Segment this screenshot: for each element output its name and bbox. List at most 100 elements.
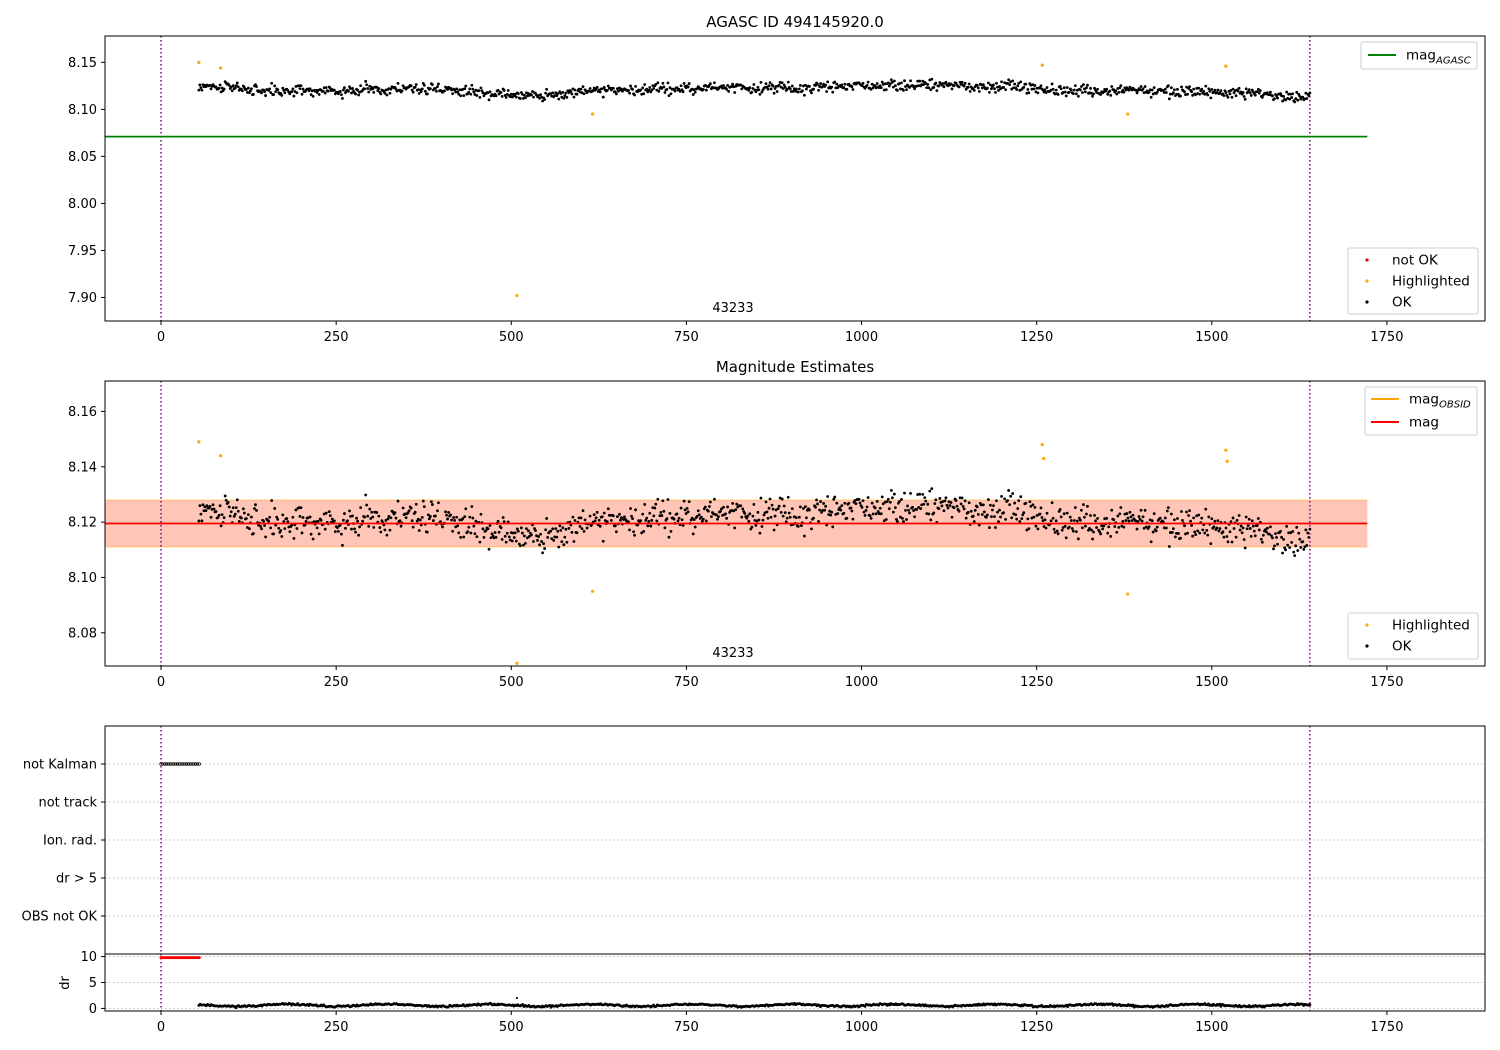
ok-point xyxy=(1072,88,1076,92)
ok-point xyxy=(1026,88,1030,91)
ok-point xyxy=(732,509,736,513)
ok-point xyxy=(273,84,277,88)
ok-point xyxy=(1092,530,1095,534)
ok-point xyxy=(1011,492,1015,495)
x-tick-label: 1250 xyxy=(1020,330,1053,345)
ok-point xyxy=(1226,95,1230,99)
ok-point xyxy=(582,530,586,533)
ok-point xyxy=(396,82,400,85)
ok-point xyxy=(870,82,874,86)
ok-point xyxy=(275,515,279,519)
ok-point xyxy=(843,82,847,86)
ok-point xyxy=(962,84,966,88)
ok-point xyxy=(1206,533,1210,537)
ok-point xyxy=(198,83,202,87)
ok-point xyxy=(655,519,659,523)
ok-point xyxy=(865,83,869,87)
ok-point xyxy=(641,86,645,90)
ok-point xyxy=(1231,516,1235,520)
ok-point xyxy=(1297,92,1301,96)
ok-point xyxy=(1085,512,1088,516)
ok-point xyxy=(355,516,358,520)
ok-point xyxy=(557,97,561,101)
ok-point xyxy=(234,84,238,88)
ok-point xyxy=(371,87,375,91)
ok-point xyxy=(957,85,961,89)
ok-point xyxy=(366,514,370,518)
ok-point xyxy=(988,526,991,529)
ok-point xyxy=(473,532,477,536)
ok-point xyxy=(1122,90,1126,94)
ok-point xyxy=(1141,87,1145,91)
ok-point xyxy=(538,543,541,547)
ok-point xyxy=(1229,520,1233,524)
ok-point xyxy=(494,94,498,98)
ok-point xyxy=(417,92,421,95)
ok-point xyxy=(1051,516,1055,520)
ok-point xyxy=(668,86,672,90)
ok-point xyxy=(620,516,623,520)
ok-point xyxy=(824,504,828,508)
ok-point xyxy=(515,527,519,531)
ok-point xyxy=(555,535,559,539)
ok-point xyxy=(979,83,983,87)
ok-point xyxy=(719,509,722,513)
ok-point xyxy=(754,523,758,527)
ok-point xyxy=(323,527,327,531)
ok-point xyxy=(695,514,699,518)
ok-point xyxy=(1096,517,1099,520)
ok-point xyxy=(839,508,843,512)
ok-point xyxy=(1257,91,1261,95)
ok-point xyxy=(321,89,325,93)
ok-point xyxy=(934,498,938,502)
ok-point xyxy=(244,517,248,520)
ok-point xyxy=(808,508,811,512)
ok-point xyxy=(933,502,937,505)
ok-point xyxy=(1015,88,1019,91)
ok-point xyxy=(724,512,727,516)
x-tick-label: 750 xyxy=(674,330,699,345)
ok-point xyxy=(556,529,560,533)
ok-point xyxy=(270,499,274,502)
ok-point xyxy=(212,507,216,511)
ok-point xyxy=(764,500,768,504)
ok-point xyxy=(466,530,470,534)
ok-point xyxy=(986,81,990,85)
ok-point xyxy=(1039,506,1043,510)
ok-point xyxy=(1098,530,1102,534)
ok-point xyxy=(1165,509,1169,513)
ok-point xyxy=(499,526,503,530)
ok-point xyxy=(790,84,794,88)
ok-point xyxy=(984,515,988,519)
ok-point xyxy=(459,94,463,98)
ok-point xyxy=(1088,527,1091,530)
ok-point xyxy=(1175,92,1178,96)
ok-point xyxy=(975,83,979,87)
ok-point xyxy=(930,77,934,81)
ok-point xyxy=(1089,86,1092,90)
ok-point xyxy=(359,84,363,88)
ok-point xyxy=(1253,93,1257,97)
ok-point xyxy=(456,90,460,94)
ok-point xyxy=(551,91,555,95)
ok-point xyxy=(630,514,633,518)
legend-marker xyxy=(1365,644,1369,648)
ok-point xyxy=(1194,93,1198,97)
ok-point xyxy=(1099,532,1103,536)
ok-point xyxy=(1219,89,1223,93)
x-tick-label: 750 xyxy=(674,675,699,690)
ok-point xyxy=(410,88,414,92)
ok-point xyxy=(1218,91,1222,95)
ok-point xyxy=(1213,88,1217,92)
flag-point xyxy=(186,762,191,766)
ok-point xyxy=(1202,89,1206,93)
ok-point xyxy=(913,87,917,91)
ok-point xyxy=(1033,84,1037,87)
ok-point xyxy=(1020,517,1024,521)
ok-point xyxy=(1008,83,1012,87)
ok-point xyxy=(1181,518,1184,522)
ok-point xyxy=(488,524,492,527)
ok-point xyxy=(677,516,681,520)
ok-point xyxy=(1154,529,1158,533)
ok-point xyxy=(435,89,438,93)
